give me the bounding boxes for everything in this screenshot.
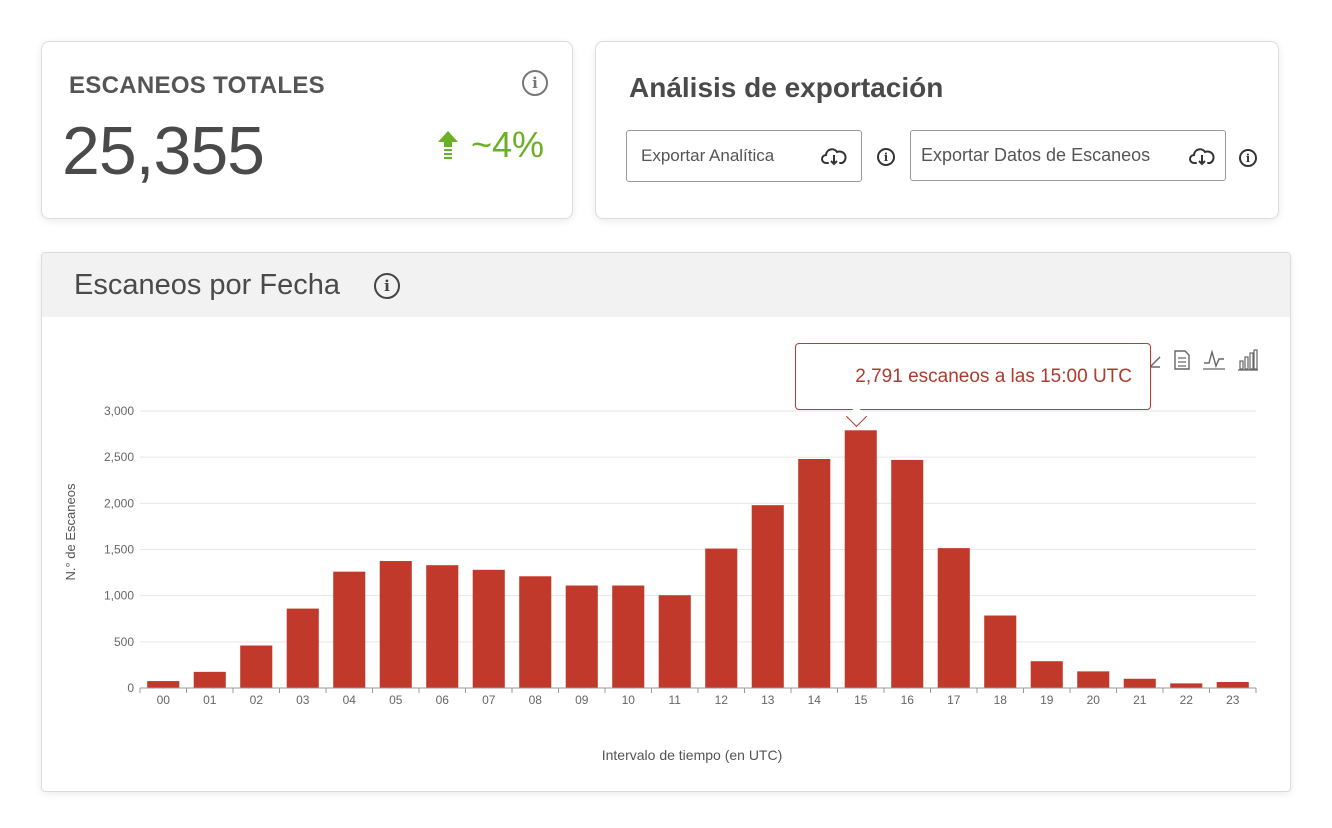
arrow-up-icon <box>438 131 458 159</box>
total-scans-value: 25,355 <box>62 113 265 189</box>
export-analytics-label: Exportar Analítica <box>641 146 775 165</box>
cloud-download-icon <box>821 148 847 166</box>
export-analytics-button[interactable]: Exportar Analítica <box>626 130 862 182</box>
zoom-icon[interactable] <box>1149 356 1161 368</box>
info-icon[interactable]: i <box>374 273 400 299</box>
bar-chart-icon[interactable] <box>1238 349 1258 371</box>
chart-header: Escaneos por Fecha i <box>42 253 1290 317</box>
chart-tooltip: 2,791 escaneos a las 15:00 UTC <box>795 343 1151 410</box>
info-icon[interactable]: i <box>877 148 895 166</box>
export-scan-data-label: Exportar Datos de Escaneos <box>921 145 1151 165</box>
info-icon[interactable]: i <box>522 70 548 96</box>
data-view-icon[interactable] <box>1174 350 1190 370</box>
export-title: Análisis de exportación <box>629 72 944 103</box>
total-scans-card: ESCANEOS TOTALES i 25,355 ~4% <box>41 41 573 219</box>
chart-tooltip-text: 2,791 escaneos a las 15:00 UTC <box>855 365 1132 387</box>
trend-value: ~4% <box>471 124 545 165</box>
export-scan-data-button[interactable]: Exportar Datos de Escaneos <box>910 130 1226 181</box>
export-analysis-card: Análisis de exportación Exportar Analíti… <box>595 41 1279 219</box>
chart-title: Escaneos por Fecha <box>74 269 340 301</box>
trend-indicator: ~4% <box>437 124 544 166</box>
cloud-download-icon <box>1189 147 1215 165</box>
line-chart-icon[interactable] <box>1203 349 1225 370</box>
scans-by-date-card: Escaneos por Fecha i <box>41 252 1291 792</box>
total-scans-title: ESCANEOS TOTALES <box>69 72 325 99</box>
info-icon[interactable]: i <box>1239 149 1257 167</box>
